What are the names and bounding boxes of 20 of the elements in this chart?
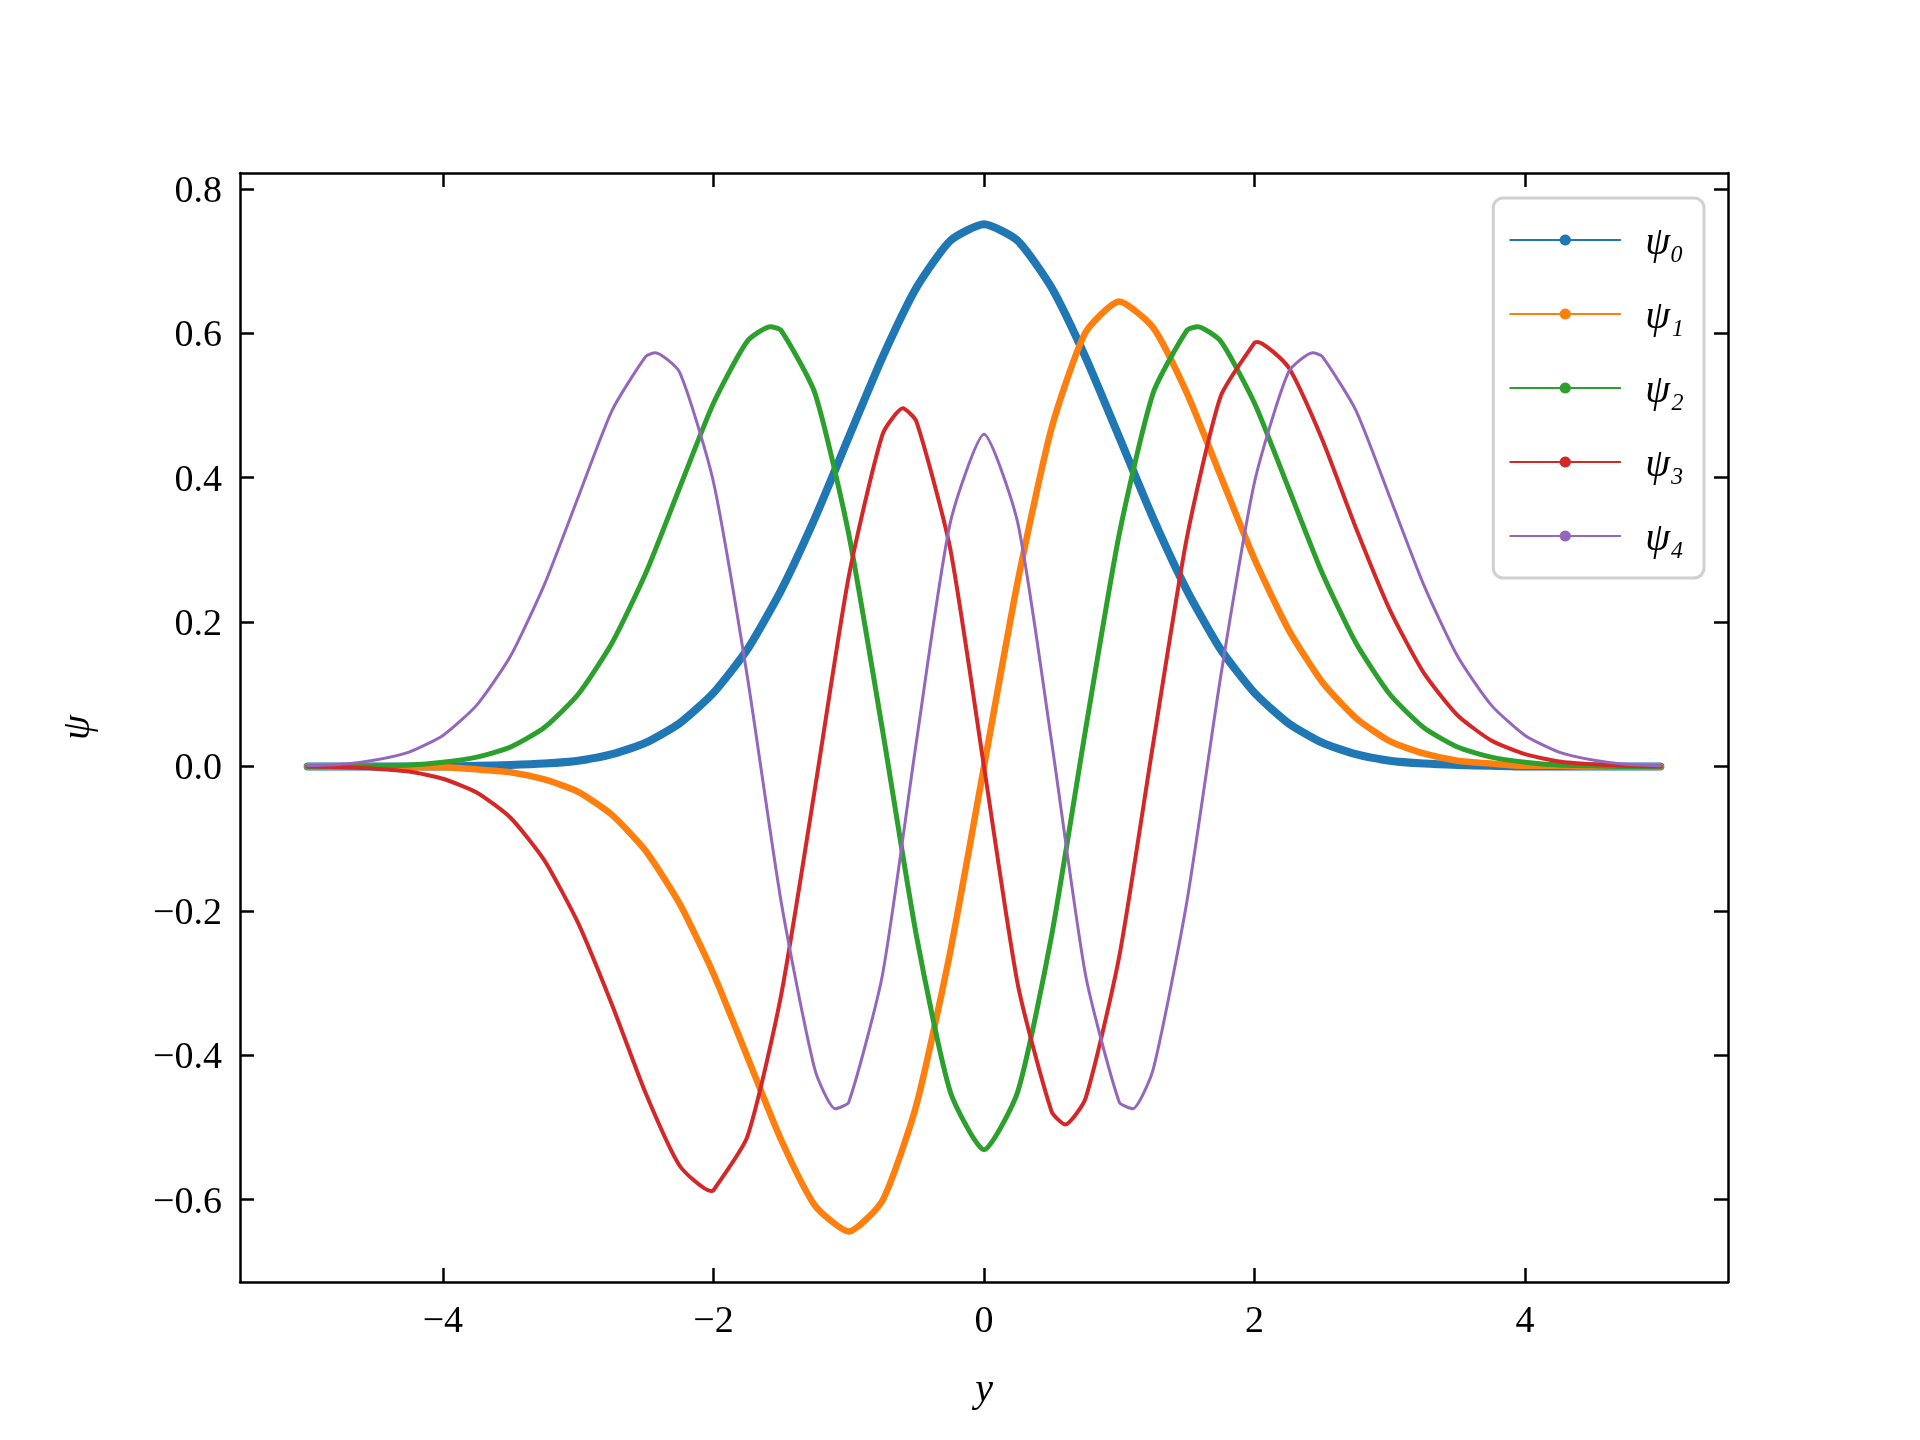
y-axis-title: ψ (52, 713, 98, 740)
y-tick-label: −0.2 (153, 889, 222, 932)
legend-label: ψ₀ (1645, 217, 1684, 263)
x-tick-label: −4 (422, 1298, 464, 1340)
y-tick-label: 0.8 (174, 167, 222, 210)
x-tick-label: 2 (1245, 1298, 1265, 1340)
y-tick-label: 0.4 (174, 456, 222, 499)
legend-label: ψ₁ (1645, 291, 1684, 337)
legend-label: ψ₄ (1645, 513, 1684, 559)
x-tick-label: 0 (974, 1298, 994, 1340)
legend-label: ψ₂ (1645, 365, 1684, 411)
y-tick-label: 0.6 (174, 312, 222, 355)
x-tick-label: −2 (693, 1298, 734, 1340)
y-tick-label: −0.6 (153, 1178, 222, 1221)
x-axis-title: y (971, 1364, 994, 1410)
x-tick-label: 4 (1515, 1298, 1535, 1340)
y-tick-label: −0.4 (153, 1034, 222, 1077)
y-tick-label: 0.2 (174, 601, 222, 644)
legend-label: ψ₃ (1645, 439, 1684, 485)
y-tick-label: 0.0 (174, 745, 222, 788)
